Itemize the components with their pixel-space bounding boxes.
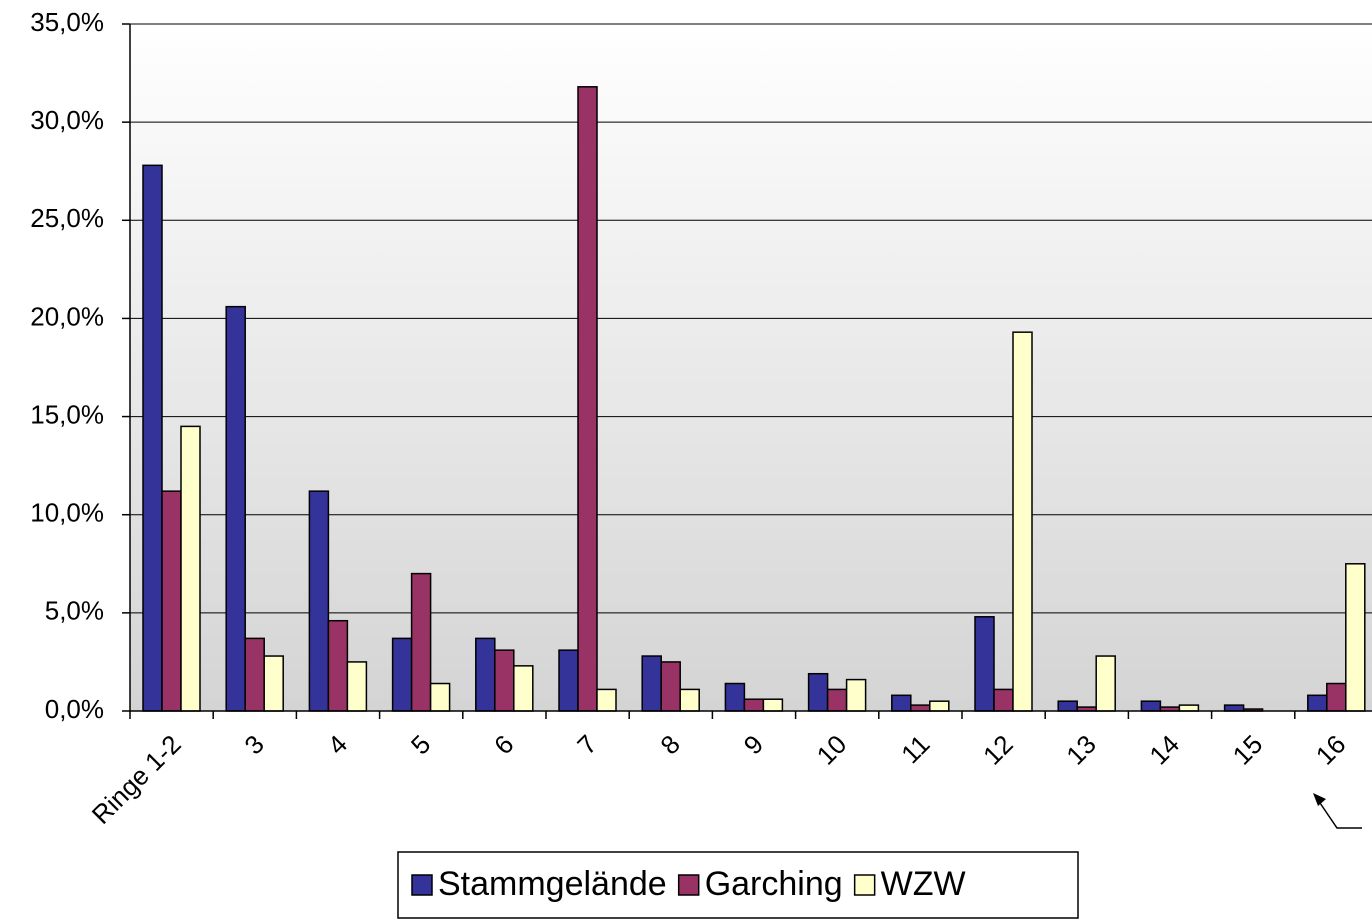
bar xyxy=(1095,655,1116,712)
legend-label: WZW xyxy=(881,865,966,903)
bar xyxy=(660,661,681,712)
bar xyxy=(161,490,182,712)
bar xyxy=(993,688,1014,712)
bar xyxy=(308,490,330,712)
bar xyxy=(1012,331,1033,712)
bar xyxy=(225,305,246,712)
bar xyxy=(391,637,413,712)
bar xyxy=(679,688,700,712)
y-tick-label: 15,0% xyxy=(30,399,104,429)
y-tick-label: 5,0% xyxy=(45,596,104,626)
legend-swatch xyxy=(677,874,700,896)
bar xyxy=(891,694,912,712)
bar xyxy=(410,572,432,712)
x-tick-label: 3 xyxy=(238,729,269,760)
bar xyxy=(762,698,784,712)
legend-box xyxy=(397,851,1079,919)
bar xyxy=(826,688,848,712)
legend-swatch xyxy=(853,874,876,896)
legend-swatch xyxy=(411,874,433,896)
y-tick-label: 30,0% xyxy=(30,105,104,135)
y-tick-label: 25,0% xyxy=(30,203,104,233)
bar xyxy=(596,688,617,712)
x-tick-label: 14 xyxy=(1143,729,1185,771)
y-tick-label: 10,0% xyxy=(30,498,104,528)
bar xyxy=(558,649,579,712)
y-tick-label: 0,0% xyxy=(45,694,104,724)
legend-label: Garching xyxy=(705,865,843,903)
bar xyxy=(1345,563,1366,712)
x-tick-label: 12 xyxy=(977,729,1019,771)
bar xyxy=(244,637,265,712)
annotation-arrow xyxy=(1313,793,1362,829)
bar xyxy=(929,700,950,712)
x-tick-label: 11 xyxy=(895,729,935,769)
bar xyxy=(577,86,598,712)
x-tick-label: 6 xyxy=(488,729,519,760)
bar xyxy=(1307,694,1328,712)
bar xyxy=(974,616,995,712)
x-tick-label: 8 xyxy=(654,729,685,760)
y-tick-label: 35,0% xyxy=(30,7,104,37)
x-tick-label: 16 xyxy=(1310,729,1352,771)
x-tick-label: 7 xyxy=(571,729,602,760)
x-tick-label: 10 xyxy=(811,729,853,771)
plot-area xyxy=(130,24,1372,711)
bar xyxy=(724,682,746,712)
x-tick-label: 5 xyxy=(405,729,436,760)
bar xyxy=(263,655,284,712)
x-tick-label: 9 xyxy=(738,729,769,760)
x-tick-label: 15 xyxy=(1227,729,1269,771)
bar xyxy=(1178,704,1200,712)
bar xyxy=(346,661,368,712)
y-tick-label: 20,0% xyxy=(30,301,104,331)
bar xyxy=(641,655,662,712)
bar xyxy=(807,672,829,712)
bar xyxy=(475,637,496,712)
bar xyxy=(743,698,765,712)
legend-label: Stammgelände xyxy=(438,865,667,903)
bar xyxy=(1223,704,1245,712)
bar xyxy=(1326,682,1347,712)
bar xyxy=(327,619,349,712)
bar xyxy=(845,678,867,712)
bar xyxy=(429,682,451,712)
bar xyxy=(910,704,931,712)
bar xyxy=(494,649,515,712)
bar xyxy=(180,425,201,712)
x-tick-label: 4 xyxy=(322,729,353,760)
bar xyxy=(1140,700,1162,712)
x-tick-label: 13 xyxy=(1060,729,1102,771)
x-tick-label: Ringe 1-2 xyxy=(86,729,187,830)
bar xyxy=(513,665,534,712)
bar xyxy=(1057,700,1078,712)
bar xyxy=(142,164,163,712)
